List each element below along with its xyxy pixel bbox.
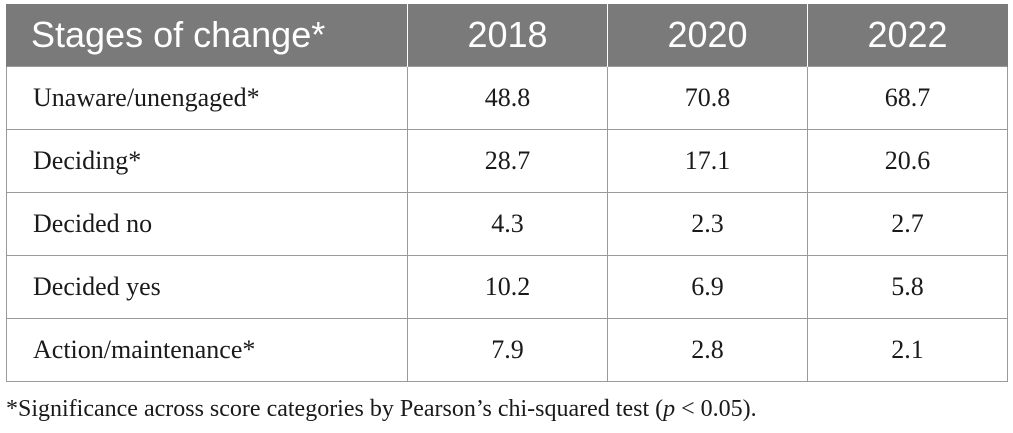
header-year-2018: 2018 [407,4,608,67]
cell-value: 6.9 [607,255,808,319]
data-table-container: Stages of change* 2018 2020 2022 Unaware… [6,4,1008,382]
cell-value: 2.1 [807,318,1008,382]
cell-value: 2.7 [807,192,1008,256]
cell-value: 10.2 [407,255,608,319]
table-row: Decided yes 10.2 6.9 5.8 [6,255,1008,319]
row-label: Decided no [6,192,408,256]
table-row: Deciding* 28.7 17.1 20.6 [6,129,1008,193]
cell-value: 4.3 [407,192,608,256]
cell-value: 2.3 [607,192,808,256]
row-label: Unaware/unengaged* [6,66,408,130]
table-body: Unaware/unengaged* 48.8 70.8 68.7 Decidi… [6,66,1008,382]
cell-value: 70.8 [607,66,808,130]
cell-value: 48.8 [407,66,608,130]
footnote-text-after: < 0.05). [675,396,757,422]
header-stub: Stages of change* [6,4,408,67]
cell-value: 2.8 [607,318,808,382]
table-row: Decided no 4.3 2.3 2.7 [6,192,1008,256]
cell-value: 7.9 [407,318,608,382]
footnote-text-before: *Significance across score categories by… [6,396,664,422]
row-label: Decided yes [6,255,408,319]
table-row: Action/maintenance* 7.9 2.8 2.1 [6,318,1008,382]
header-year-2020: 2020 [607,4,808,67]
cell-value: 28.7 [407,129,608,193]
header-year-2022: 2022 [807,4,1008,67]
cell-value: 5.8 [807,255,1008,319]
table-header: Stages of change* 2018 2020 2022 [6,4,1008,67]
cell-value: 68.7 [807,66,1008,130]
cell-value: 20.6 [807,129,1008,193]
table-row: Unaware/unengaged* 48.8 70.8 68.7 [6,66,1008,130]
row-label: Action/maintenance* [6,318,408,382]
cell-value: 17.1 [607,129,808,193]
stages-of-change-table: Stages of change* 2018 2020 2022 Unaware… [6,4,1008,382]
footnote-p-variable: p [663,396,676,422]
header-row: Stages of change* 2018 2020 2022 [6,4,1008,67]
row-label: Deciding* [6,129,408,193]
table-footnote: *Significance across score categories by… [6,396,757,423]
